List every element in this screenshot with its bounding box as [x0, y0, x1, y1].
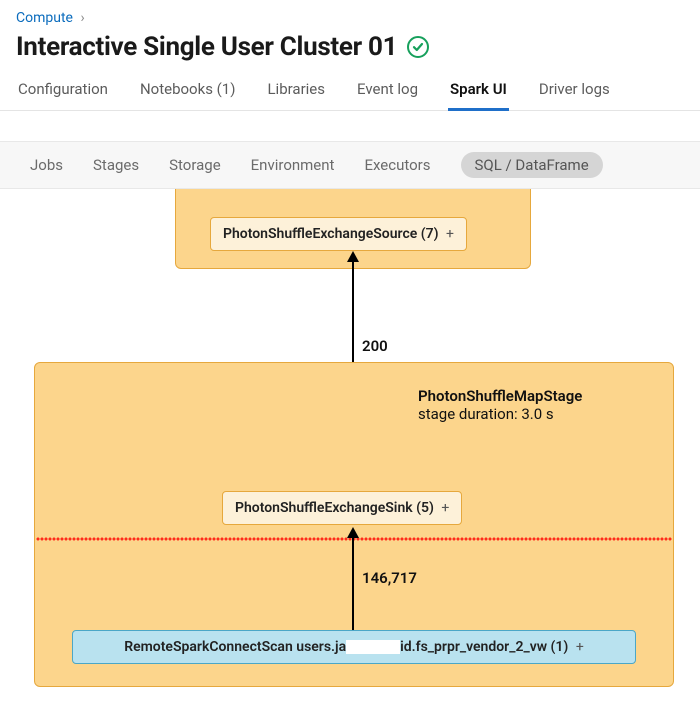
node-label-right: id.fs_prpr_vendor_2_vw (1)	[400, 639, 568, 655]
node-remote-spark-connect-scan[interactable]: RemoteSparkConnectScan users.ja id.fs_prp…	[72, 630, 636, 664]
status-running-icon	[407, 36, 429, 58]
node-label-left: RemoteSparkConnectScan users.ja	[124, 639, 346, 655]
dag-canvas[interactable]: PhotonShuffleExchangeSource (7) + 200 Ph…	[0, 189, 700, 709]
tab-event-log[interactable]: Event log	[355, 72, 420, 110]
expand-icon[interactable]: +	[441, 500, 449, 516]
node-label: PhotonShuffleExchangeSink (5)	[235, 500, 434, 516]
title-row: Interactive Single User Cluster 01	[0, 30, 700, 72]
main-tabs: Configuration Notebooks (1) Libraries Ev…	[0, 72, 700, 111]
expand-icon[interactable]: +	[576, 639, 584, 655]
spark-tabs: Jobs Stages Storage Environment Executor…	[0, 142, 700, 188]
breadcrumb-root[interactable]: Compute	[16, 10, 73, 26]
breadcrumb: Compute ›	[0, 0, 700, 30]
node-shuffle-exchange-sink[interactable]: PhotonShuffleExchangeSink (5) +	[222, 491, 462, 525]
stage-duration: stage duration: 3.0 s	[418, 405, 582, 423]
spark-tab-stages[interactable]: Stages	[93, 156, 139, 174]
tab-configuration[interactable]: Configuration	[16, 72, 110, 110]
edge-inner-arrowhead-icon	[347, 527, 359, 538]
spark-tab-executors[interactable]: Executors	[364, 156, 430, 174]
spark-tab-storage[interactable]: Storage	[169, 156, 221, 174]
edge-top-label: 200	[362, 337, 388, 355]
tab-notebooks[interactable]: Notebooks (1)	[138, 72, 238, 110]
tab-libraries[interactable]: Libraries	[265, 72, 327, 110]
tab-spark-ui[interactable]: Spark UI	[448, 72, 509, 111]
spark-tab-sql-dataframe[interactable]: SQL / DataFrame	[461, 152, 603, 178]
redacted-patch	[346, 640, 400, 654]
page-title: Interactive Single User Cluster 01	[16, 32, 397, 62]
stage-bottom-label: PhotonShuffleMapStage stage duration: 3.…	[418, 387, 582, 423]
edge-top-arrowhead-icon	[347, 251, 359, 262]
expand-icon[interactable]: +	[446, 226, 454, 242]
tab-driver-logs[interactable]: Driver logs	[537, 72, 612, 110]
edge-inner-label: 146,717	[362, 569, 417, 587]
stage-title: PhotonShuffleMapStage	[418, 387, 582, 405]
edge-inner-line	[352, 537, 354, 630]
spark-tab-environment[interactable]: Environment	[251, 156, 335, 174]
spark-tab-jobs[interactable]: Jobs	[30, 156, 63, 174]
chevron-right-icon: ›	[80, 10, 84, 26]
node-shuffle-exchange-source[interactable]: PhotonShuffleExchangeSource (7) +	[210, 217, 467, 251]
node-label: PhotonShuffleExchangeSource (7)	[223, 226, 439, 242]
spark-ui-subbar: Jobs Stages Storage Environment Executor…	[0, 141, 700, 189]
